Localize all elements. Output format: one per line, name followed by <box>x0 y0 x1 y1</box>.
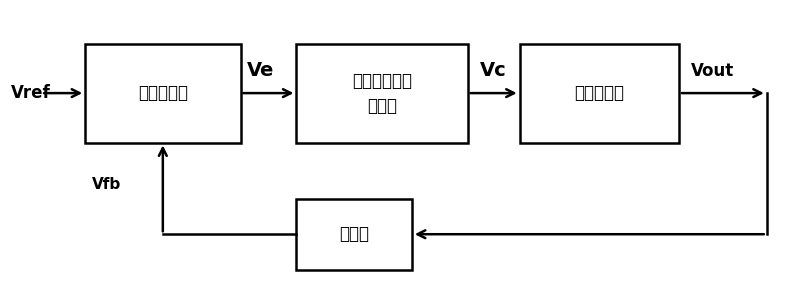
Text: 鉴频鉴相器: 鉴频鉴相器 <box>138 84 188 102</box>
Bar <box>296 199 412 270</box>
Text: Vfb: Vfb <box>91 177 121 192</box>
Text: 电荷泵及环路
滤波器: 电荷泵及环路 滤波器 <box>352 72 412 115</box>
Text: 分频器: 分频器 <box>339 225 369 243</box>
Text: Ve: Ve <box>247 61 274 80</box>
Bar <box>519 44 679 142</box>
Text: Vout: Vout <box>691 62 734 80</box>
Text: 压控震荡器: 压控震荡器 <box>574 84 624 102</box>
Text: Vref: Vref <box>11 84 50 102</box>
Text: Vc: Vc <box>480 61 506 80</box>
Bar <box>296 44 468 142</box>
Bar <box>85 44 241 142</box>
